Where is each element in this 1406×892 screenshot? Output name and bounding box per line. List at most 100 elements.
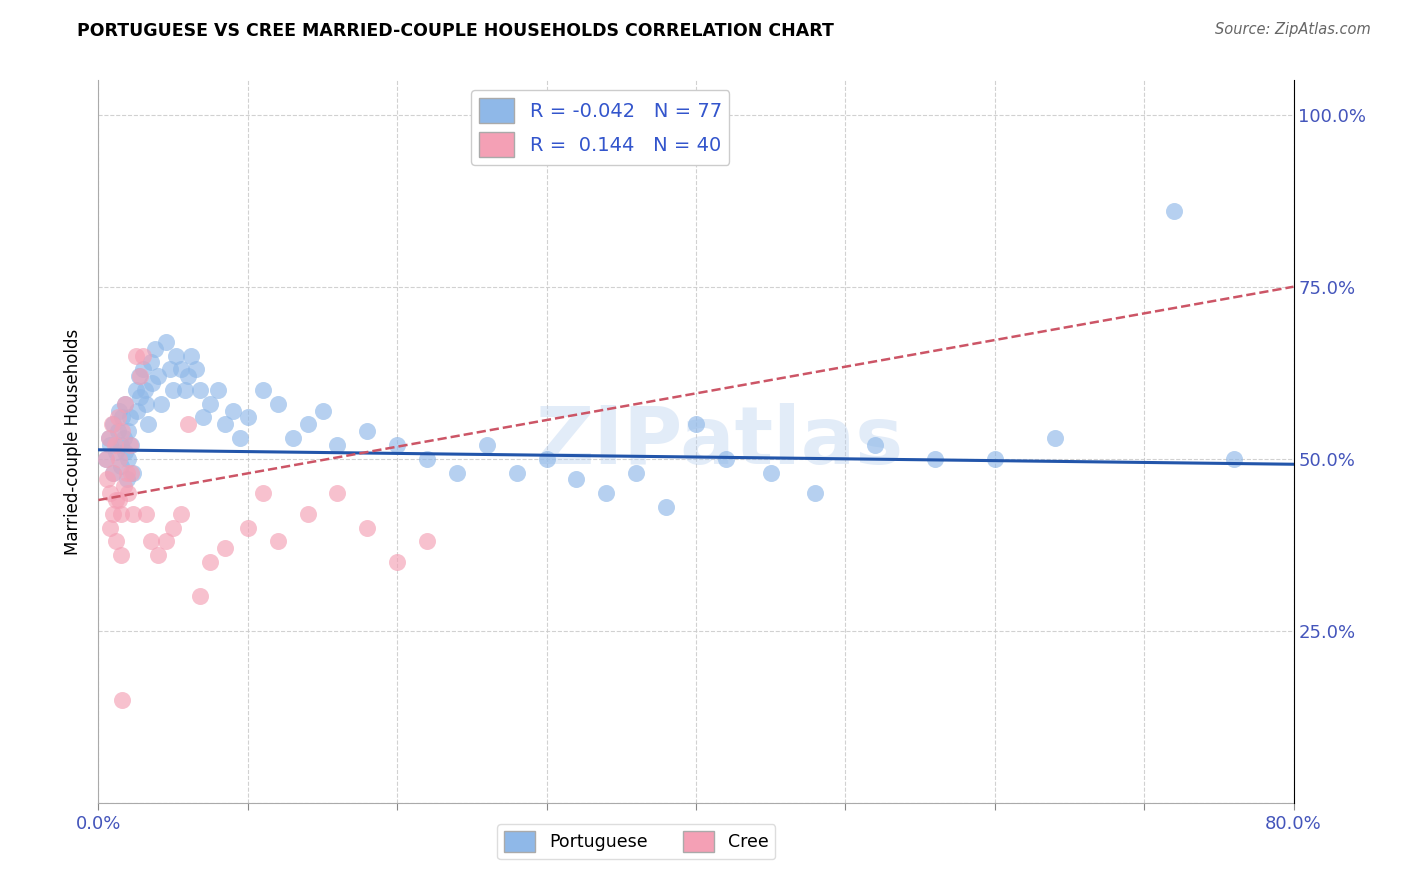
Point (326, 438, 349, 452)
Point (104, 438, 127, 452)
Point (214, 417, 236, 432)
Point (174, 383, 197, 397)
Point (984, 451, 1007, 466)
Point (112, 431, 135, 445)
Point (98, 520, 122, 534)
Point (108, 493, 131, 508)
Point (326, 486, 349, 500)
Point (191, 410, 214, 425)
Point (267, 397, 290, 411)
Point (595, 486, 617, 500)
Point (136, 417, 159, 432)
Point (107, 410, 129, 425)
Point (96, 472, 118, 486)
Point (117, 451, 139, 466)
Point (297, 417, 319, 432)
Point (385, 555, 409, 569)
Point (416, 534, 439, 549)
Point (132, 349, 155, 363)
Point (97, 431, 120, 445)
Point (125, 383, 148, 397)
Point (1163, 204, 1185, 219)
Point (111, 424, 134, 438)
Point (162, 383, 184, 397)
Point (165, 349, 187, 363)
Point (105, 445, 128, 459)
Point (103, 507, 125, 521)
Point (626, 466, 648, 480)
Point (121, 466, 143, 480)
Point (117, 424, 139, 438)
Point (169, 362, 191, 376)
Point (98, 438, 122, 452)
Point (281, 431, 304, 445)
Point (103, 466, 125, 480)
Point (536, 451, 558, 466)
Point (101, 417, 124, 432)
Point (924, 451, 946, 466)
Text: Source: ZipAtlas.com: Source: ZipAtlas.com (1215, 22, 1371, 37)
Point (114, 397, 136, 411)
Point (141, 376, 163, 390)
Point (129, 390, 152, 404)
Point (162, 520, 184, 534)
Point (714, 451, 737, 466)
Point (108, 451, 131, 466)
Point (139, 534, 162, 549)
Legend: Portuguese, Cree: Portuguese, Cree (498, 824, 775, 859)
Point (143, 342, 166, 356)
Point (169, 507, 191, 521)
Point (252, 383, 274, 397)
Point (222, 403, 245, 417)
Point (94, 451, 117, 466)
Point (148, 548, 170, 562)
Point (177, 417, 200, 432)
Point (865, 438, 887, 452)
Point (229, 431, 252, 445)
Point (655, 500, 678, 514)
Point (105, 493, 128, 508)
Point (180, 349, 202, 363)
Point (121, 507, 143, 521)
Point (134, 383, 156, 397)
Point (120, 438, 142, 452)
Point (94, 451, 117, 466)
Point (155, 534, 177, 549)
Point (685, 417, 707, 432)
Point (267, 534, 290, 549)
Point (127, 403, 149, 417)
Point (184, 362, 207, 376)
Point (475, 438, 498, 452)
Point (1043, 431, 1066, 445)
Point (110, 507, 132, 521)
Point (114, 397, 136, 411)
Point (416, 451, 439, 466)
Point (356, 520, 378, 534)
Point (214, 541, 236, 556)
Point (111, 692, 134, 706)
Point (98, 486, 122, 500)
Point (200, 555, 222, 569)
Point (103, 466, 125, 480)
Point (135, 507, 157, 521)
Point (150, 397, 173, 411)
Point (200, 397, 222, 411)
Text: PORTUGUESE VS CREE MARRIED-COUPLE HOUSEHOLDS CORRELATION CHART: PORTUGUESE VS CREE MARRIED-COUPLE HOUSEH… (77, 22, 834, 40)
Point (132, 362, 155, 376)
Point (112, 479, 135, 493)
Point (155, 334, 177, 349)
Point (107, 424, 129, 438)
Point (120, 466, 142, 480)
Point (311, 403, 333, 417)
Text: ZIPatlas: ZIPatlas (536, 402, 904, 481)
Point (385, 438, 409, 452)
Point (117, 486, 139, 500)
Point (118, 438, 141, 452)
Point (111, 410, 134, 425)
Point (188, 590, 211, 604)
Point (804, 486, 827, 500)
Point (103, 417, 125, 432)
Point (236, 520, 259, 534)
Y-axis label: Married-couple Households: Married-couple Households (65, 328, 83, 555)
Point (139, 355, 162, 369)
